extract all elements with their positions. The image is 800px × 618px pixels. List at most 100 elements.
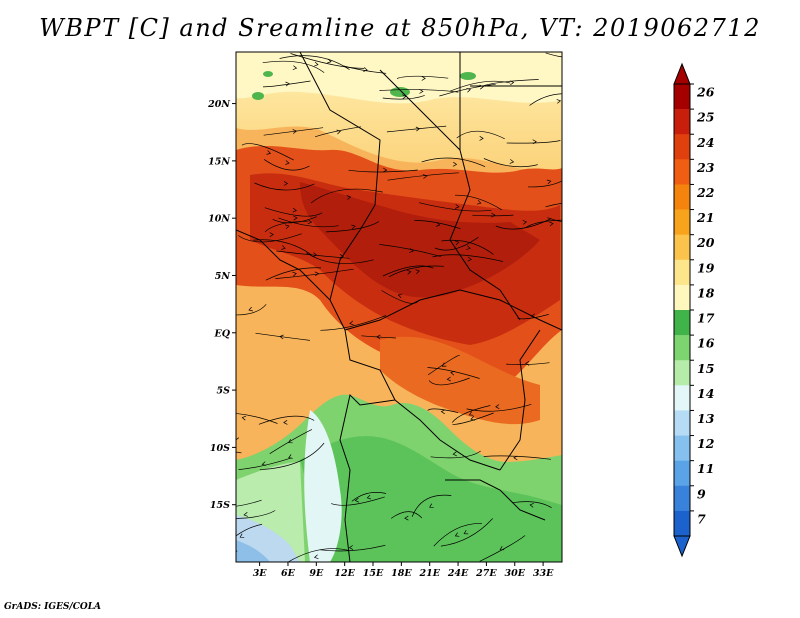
streamline	[276, 250, 350, 259]
streamline	[259, 442, 325, 471]
streamline-arrow	[285, 160, 290, 165]
streamline-arrow	[404, 515, 409, 521]
streamline-arrow	[509, 159, 515, 164]
streamline	[506, 140, 561, 144]
streamline	[390, 511, 423, 519]
streamline-arrow	[435, 222, 441, 227]
longitude-axis: 3E 6E 9E 12E 15E 18E 21E 24E 27E 30E 33E	[253, 562, 554, 579]
streamline	[428, 377, 470, 386]
streamline	[434, 236, 479, 251]
streamline	[433, 523, 482, 547]
streamline-arrow	[529, 502, 534, 508]
streamline-arrow	[422, 174, 428, 179]
streamline-arrow	[354, 497, 360, 503]
streamline-arrow	[397, 293, 403, 299]
streamline-arrow	[455, 204, 460, 209]
streamline-arrow	[314, 271, 320, 277]
streamline-arrow	[452, 161, 458, 167]
colorbar-segment	[674, 259, 690, 286]
streamline-arrow	[279, 334, 284, 340]
colorbar-segment	[674, 385, 690, 411]
streamline	[269, 429, 313, 454]
streamline	[272, 216, 317, 224]
streamline-arrow	[349, 320, 354, 326]
streamline-arrow	[210, 293, 214, 297]
streamline-arrow	[285, 81, 290, 87]
lat-tick-label: 5S	[217, 386, 231, 397]
streamline	[320, 315, 387, 331]
streamline	[386, 125, 447, 133]
streamline	[263, 159, 310, 171]
streamline	[314, 126, 362, 138]
colorbar-segment	[674, 335, 690, 361]
streamline	[440, 518, 493, 547]
colorbar-label: 23	[696, 160, 715, 175]
streamline	[287, 548, 350, 562]
colorbar-label: 25	[696, 110, 714, 125]
colorbar-label: 22	[696, 185, 715, 200]
colorbar-label: 13	[697, 411, 715, 426]
colorbar-bottom-arrow	[673, 535, 691, 558]
streamline	[236, 413, 278, 424]
streamline-arrow	[549, 221, 554, 227]
country-borders	[236, 52, 562, 562]
lon-tick-label: 9E	[309, 568, 324, 579]
colorbar-label: 12	[697, 436, 715, 451]
streamline-arrow	[440, 409, 446, 415]
lon-tick-label: 15E	[363, 568, 384, 579]
streamline-arrow	[467, 256, 472, 262]
streamline	[262, 60, 325, 73]
streamline-arrow	[261, 461, 267, 466]
streamline	[427, 408, 459, 414]
streamline	[454, 194, 502, 211]
streamline	[254, 182, 315, 191]
streamline-arrow	[292, 271, 297, 277]
streamline-arrow	[243, 512, 248, 517]
map-title: WBPT [C] and Sreamline at 850hPa, VT: 20…	[39, 14, 761, 42]
streamline-arrow	[571, 48, 575, 52]
colorbar-label: 14	[697, 386, 714, 401]
streamline-arrow	[546, 179, 552, 185]
streamline-arrow	[266, 150, 272, 155]
streamline	[512, 501, 552, 508]
streamline-arrow	[406, 269, 412, 275]
streamline-arrow	[216, 459, 220, 463]
lon-tick-label: 21E	[418, 568, 440, 579]
streamline-arrow	[307, 219, 313, 225]
streamline	[479, 535, 526, 562]
streamline	[379, 244, 441, 257]
streamline-arrow	[525, 361, 530, 366]
streamline	[483, 455, 551, 460]
colorbar-label: 20	[696, 235, 715, 250]
streamline	[258, 415, 315, 425]
streamline-arrow	[346, 195, 352, 200]
streamline	[483, 158, 538, 168]
lat-tick-label: 5N	[215, 271, 231, 282]
colorbar-label: 16	[697, 336, 715, 351]
streamline-arrow	[248, 306, 253, 312]
streamline	[414, 220, 461, 230]
lon-tick-label: 3E	[253, 568, 268, 579]
streamline	[382, 265, 434, 277]
lon-tick-label: 27E	[475, 568, 497, 579]
streamline-arrow	[476, 199, 482, 205]
streamline	[279, 55, 350, 70]
streamline-arrow	[583, 207, 587, 211]
streamline	[379, 89, 459, 93]
streamline	[382, 95, 425, 100]
lat-tick-label: 20N	[207, 99, 230, 110]
streamline	[427, 367, 480, 379]
streamline-arrow	[463, 530, 469, 535]
streamline	[325, 221, 380, 233]
colorbar-segment	[674, 510, 690, 537]
streamline	[264, 207, 323, 217]
colorbar-segment	[674, 485, 690, 512]
streamline	[262, 80, 311, 88]
streamline-arrow	[522, 219, 528, 225]
streamline	[290, 53, 365, 69]
streamline-arrow	[452, 451, 457, 457]
colorbar-segment	[674, 435, 690, 461]
streamline	[430, 450, 481, 459]
streamline-arrow	[454, 240, 460, 246]
streamline-arrow	[454, 532, 460, 537]
